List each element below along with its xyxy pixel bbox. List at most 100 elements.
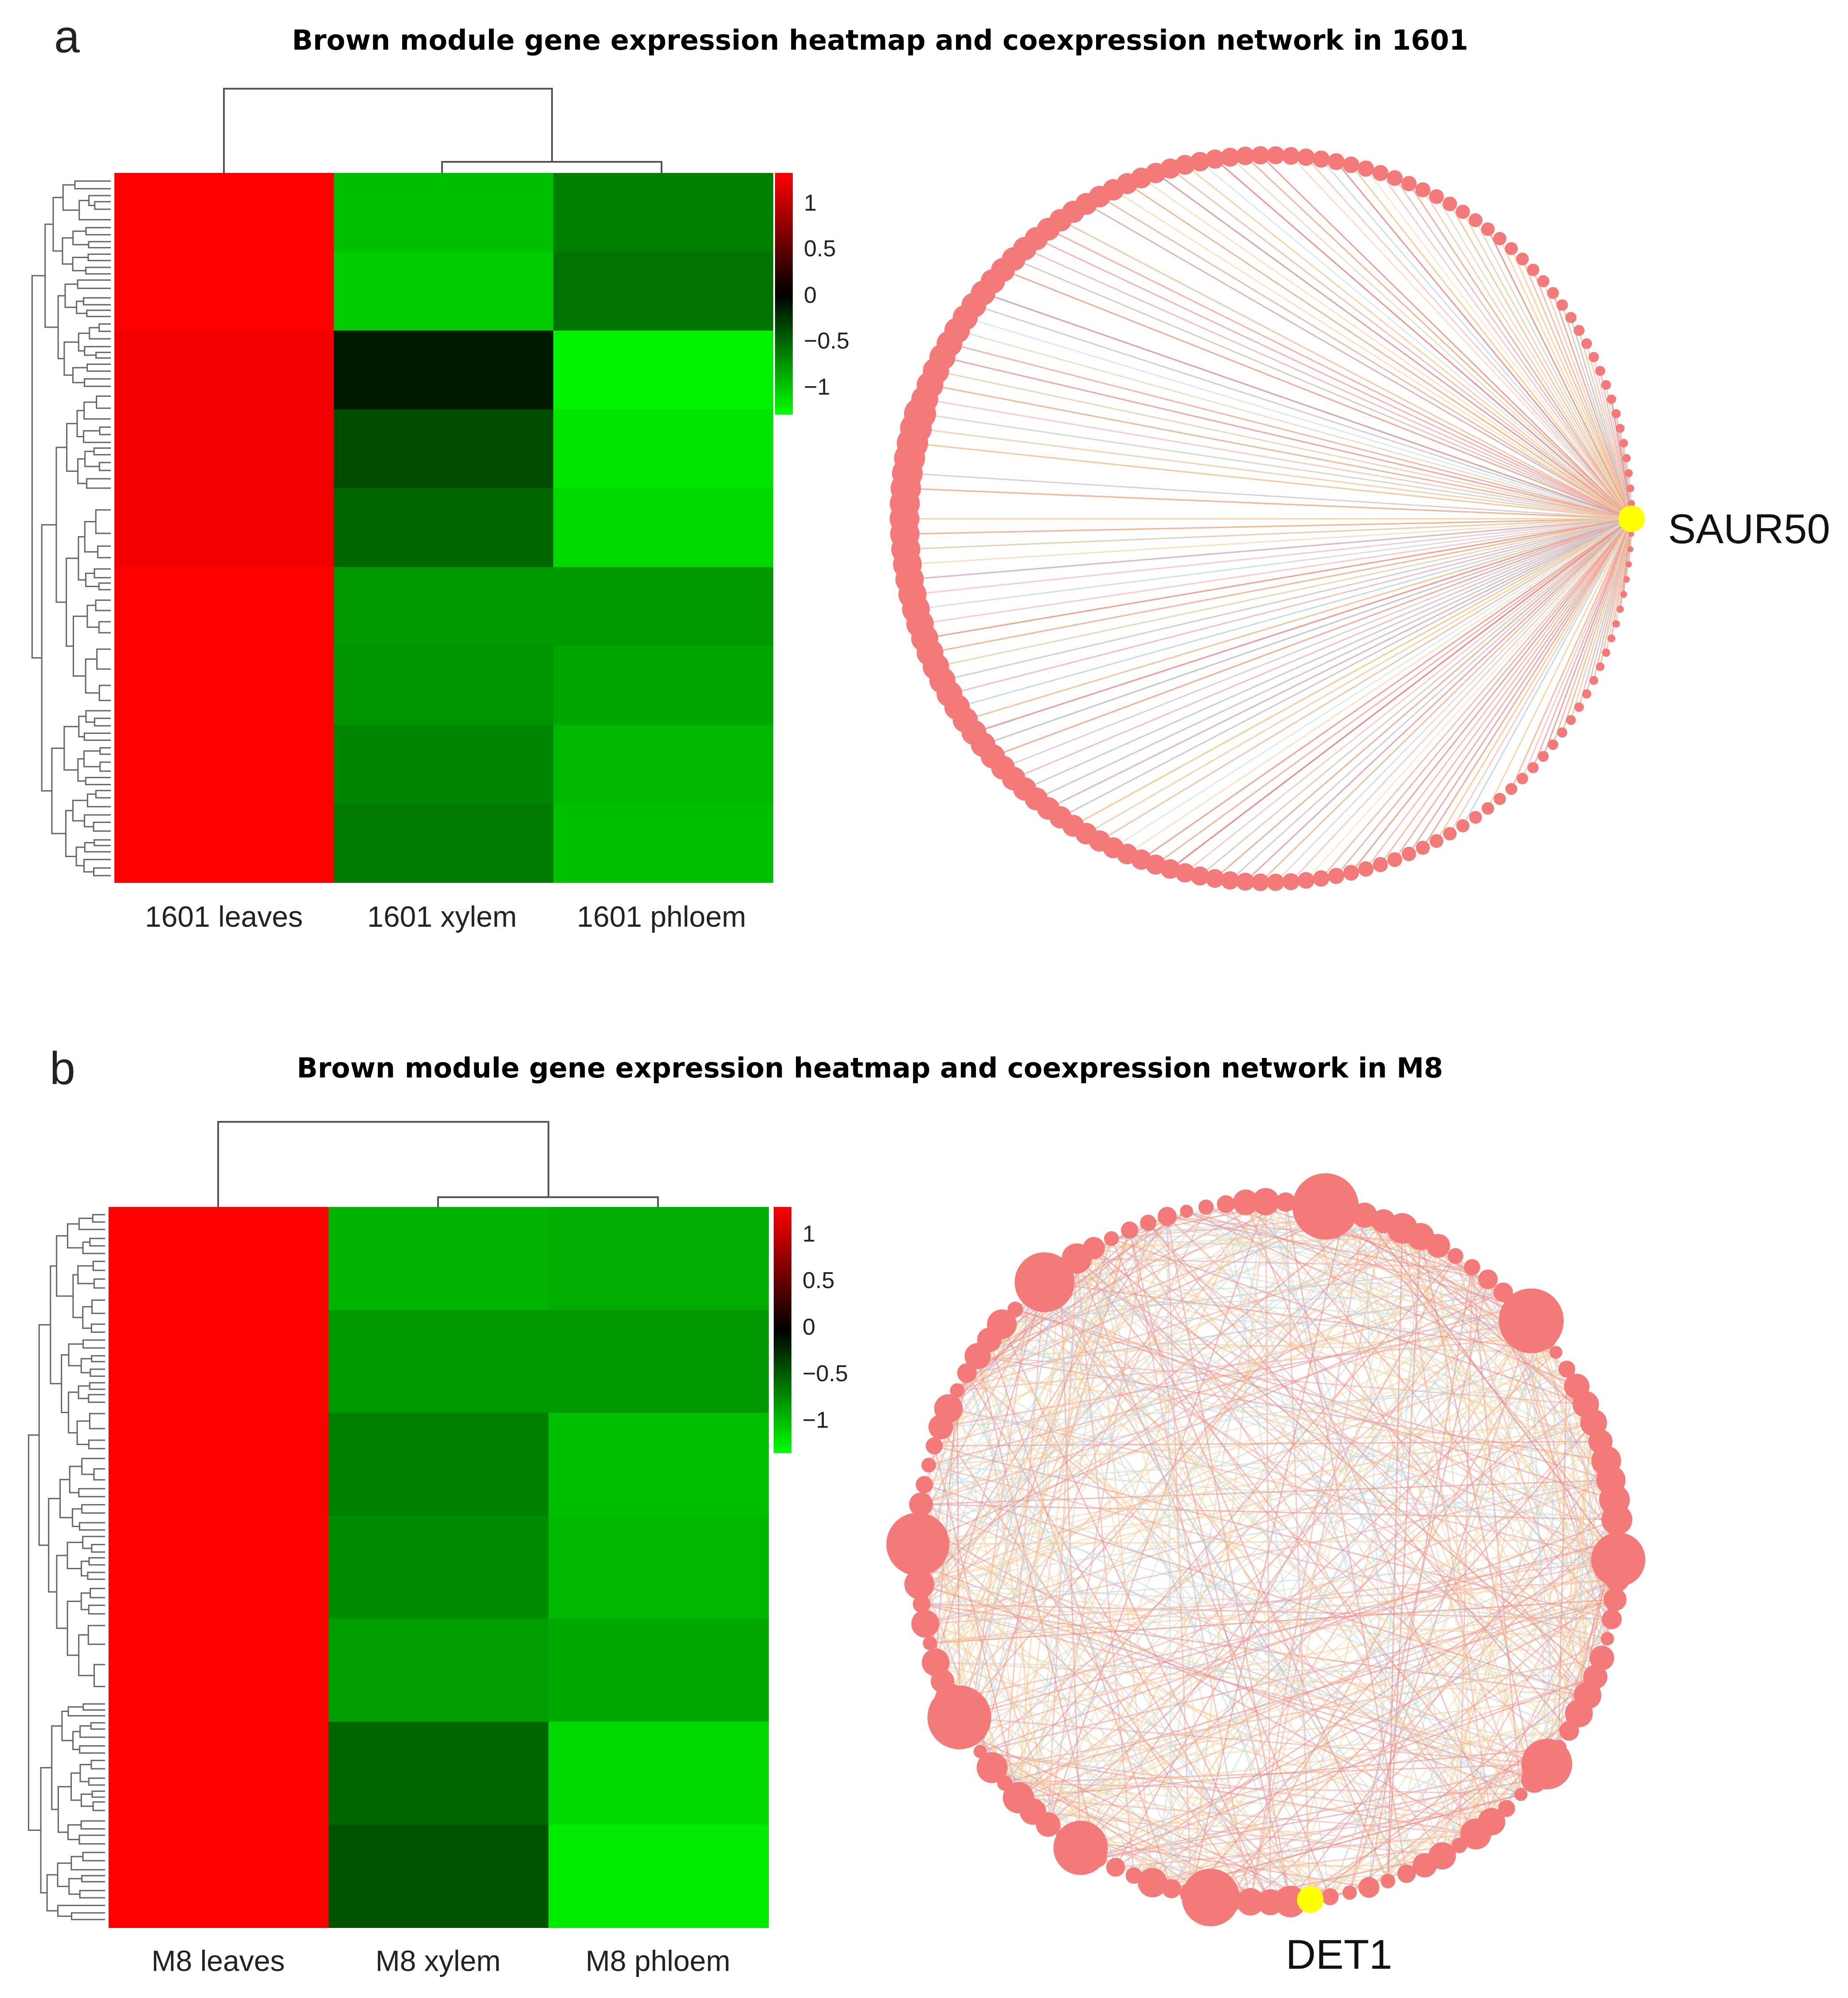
heatmap-cell <box>334 803 554 883</box>
network-edge <box>1441 1599 1616 1857</box>
dendrogram-branch <box>87 253 111 262</box>
network-node <box>1352 1203 1377 1228</box>
network-edge <box>1387 1306 1519 1881</box>
network-edge <box>920 1266 1472 1505</box>
dendrogram-branch <box>95 599 111 611</box>
network-edge <box>992 1767 1350 1893</box>
dendrogram-branch <box>86 793 111 807</box>
network-node <box>1447 1248 1464 1264</box>
network-node <box>886 1512 950 1576</box>
network-edge <box>1024 518 1632 790</box>
network-edge <box>1437 1246 1477 1834</box>
column-label: M8 phloem <box>586 1944 731 1977</box>
network-node <box>1401 176 1417 192</box>
dendrogram-branch <box>91 1299 105 1314</box>
heatmap-cell <box>114 646 334 725</box>
dendrogram-branch <box>81 1504 105 1514</box>
colorbar-tick: −1 <box>804 374 830 400</box>
network-node <box>1464 1259 1480 1276</box>
network-edge <box>1015 1308 1544 1337</box>
network-node <box>1180 1204 1193 1218</box>
network-edge <box>1048 518 1632 809</box>
network-edge <box>1387 1228 1403 1881</box>
network-node <box>1104 1231 1119 1246</box>
network-edge <box>1111 1238 1456 1257</box>
panel-letter-a: a <box>54 11 80 63</box>
heatmap-cell <box>553 409 773 489</box>
network-edge <box>1593 357 1633 519</box>
network-edge <box>957 518 1632 708</box>
heatmap-cell <box>109 1824 329 1928</box>
network-edge <box>920 413 1632 520</box>
network-edge <box>1408 183 1633 519</box>
network-edge <box>1170 168 1632 520</box>
network-node <box>1182 1869 1240 1927</box>
dendrogram-branch <box>91 1544 105 1553</box>
network-edge <box>1290 155 1633 520</box>
dendrogram-branch <box>71 1508 82 1527</box>
network-edge <box>1561 305 1633 519</box>
network-edge <box>1060 1269 1616 1600</box>
heatmap-cell <box>548 1618 769 1722</box>
network-edge <box>935 1282 1045 1663</box>
network-edge <box>916 518 1632 610</box>
network-edge <box>1018 1202 1247 1798</box>
network-node <box>1175 155 1195 175</box>
network-edge <box>977 1201 1266 1357</box>
colorbar-tick: 0.5 <box>804 236 836 262</box>
network-edge <box>907 472 1632 520</box>
network-edge <box>1001 1324 1570 1732</box>
network-edge <box>1285 1202 1407 1874</box>
network-node <box>1559 1721 1579 1741</box>
network-node <box>921 1457 936 1473</box>
network-node <box>1606 394 1617 404</box>
network-node <box>1601 380 1611 390</box>
network-edge <box>1097 1598 1616 1859</box>
column-label: M8 leaves <box>152 1944 285 1977</box>
dendrogram-branch <box>86 363 111 372</box>
network-edge <box>1018 1422 1594 1798</box>
network-edge <box>1578 330 1633 519</box>
network-node <box>1596 662 1605 671</box>
network-edge <box>933 1445 1291 1902</box>
dendrogram-branch <box>88 1557 105 1566</box>
hub-node <box>1297 1886 1324 1913</box>
network-node <box>1387 170 1403 186</box>
dendrogram-branch <box>83 750 100 768</box>
network-edge <box>1543 1336 1589 1696</box>
network-edge <box>1387 1404 1586 1881</box>
heatmap-cell <box>553 567 773 646</box>
dendrogram-branch <box>85 227 111 235</box>
network-edge <box>1152 1794 1521 1884</box>
dendrogram-branch <box>93 447 111 455</box>
network-edge <box>940 1236 1421 1428</box>
network-edge <box>942 518 1632 682</box>
network-node <box>1574 325 1585 336</box>
network-node <box>1358 861 1374 877</box>
network-node <box>976 1752 1008 1783</box>
dendrogram-branch <box>93 1468 105 1481</box>
network-edge <box>1532 518 1633 768</box>
network-edge <box>921 1559 1618 1605</box>
network-edge <box>1543 518 1633 757</box>
network-node <box>1342 1885 1357 1900</box>
network-edge <box>1129 1230 1251 1902</box>
network-node <box>1426 1234 1450 1258</box>
network-edge <box>1522 518 1633 779</box>
colorbar-tick: 0 <box>803 1314 815 1340</box>
network-edge <box>905 518 1632 550</box>
network-edge <box>974 304 1632 520</box>
dendrogram-branch <box>98 462 111 471</box>
network-node <box>1373 857 1388 872</box>
network-edge <box>959 1598 1615 1718</box>
dendrogram-branch <box>63 341 79 376</box>
network-edge <box>1245 518 1633 882</box>
network-edge <box>930 518 1632 654</box>
network-edge <box>1032 1238 1112 1812</box>
network-node <box>1531 1323 1558 1350</box>
heatmap-cell <box>114 409 334 489</box>
column-dendrogram <box>223 88 662 173</box>
dendrogram-branch <box>84 451 100 467</box>
dendrogram-branch <box>89 1382 105 1390</box>
network-node <box>1601 1632 1614 1645</box>
